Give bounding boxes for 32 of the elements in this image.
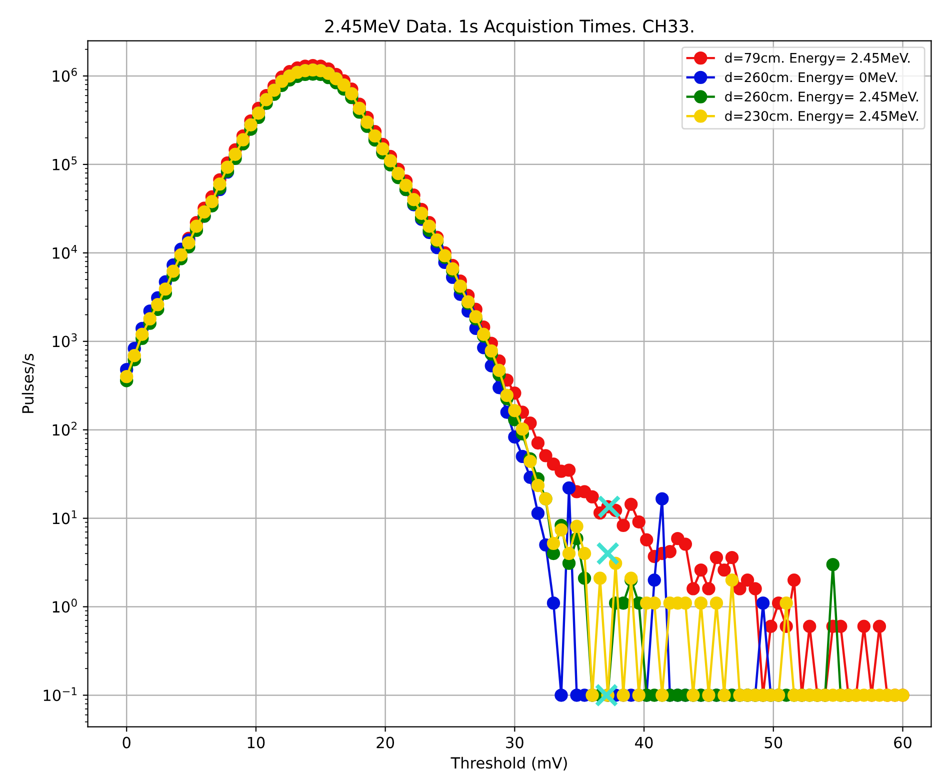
point bbox=[594, 683, 618, 708]
x-tick-label: 20 bbox=[376, 736, 394, 748]
point bbox=[596, 542, 620, 566]
x-tick-label: 10 bbox=[248, 736, 265, 748]
legend-label: d=230cm. Energy= 2.45MeV. bbox=[725, 110, 918, 124]
y-tick-label: 10$^{6}$ bbox=[52, 68, 77, 82]
y-tick-label: 10$^{2}$ bbox=[52, 422, 77, 436]
x-tick-label: 40 bbox=[635, 736, 653, 748]
point bbox=[546, 596, 560, 610]
point bbox=[648, 574, 661, 587]
x-tick-label: 0 bbox=[122, 736, 130, 748]
point bbox=[656, 492, 669, 506]
point bbox=[756, 596, 770, 610]
y-tick-label: 10$^{0}$ bbox=[52, 598, 77, 613]
x-tick-label: 60 bbox=[894, 736, 912, 748]
legend-label: d=260cm. Energy= 0MeV. bbox=[725, 72, 897, 85]
chart-title: 2.45MeV Data. 1s Acquistion Times. CH33. bbox=[325, 19, 694, 36]
legend-label: d=79cm. Energy= 2.45MeV. bbox=[725, 52, 910, 66]
y-axis-title: Pulses/s bbox=[22, 354, 35, 413]
y-tick-label: 10$^{4}$ bbox=[52, 244, 77, 259]
x-axis-title: Threshold (mV) bbox=[450, 756, 567, 770]
x-tick-label: 30 bbox=[506, 736, 524, 748]
point bbox=[597, 494, 621, 519]
x-tick-label: 50 bbox=[764, 736, 782, 748]
y-tick-label: 10$^{5}$ bbox=[52, 156, 77, 170]
y-tick-label: 10$^{1}$ bbox=[52, 510, 77, 524]
point bbox=[531, 506, 545, 520]
y-tick-label: 10$^{3}$ bbox=[52, 333, 77, 348]
point bbox=[554, 688, 568, 702]
legend-label: d=260cm. Energy= 2.45MeV. bbox=[725, 91, 918, 104]
y-tick-label: 10$^{−1}$ bbox=[44, 687, 77, 702]
point bbox=[562, 481, 576, 495]
